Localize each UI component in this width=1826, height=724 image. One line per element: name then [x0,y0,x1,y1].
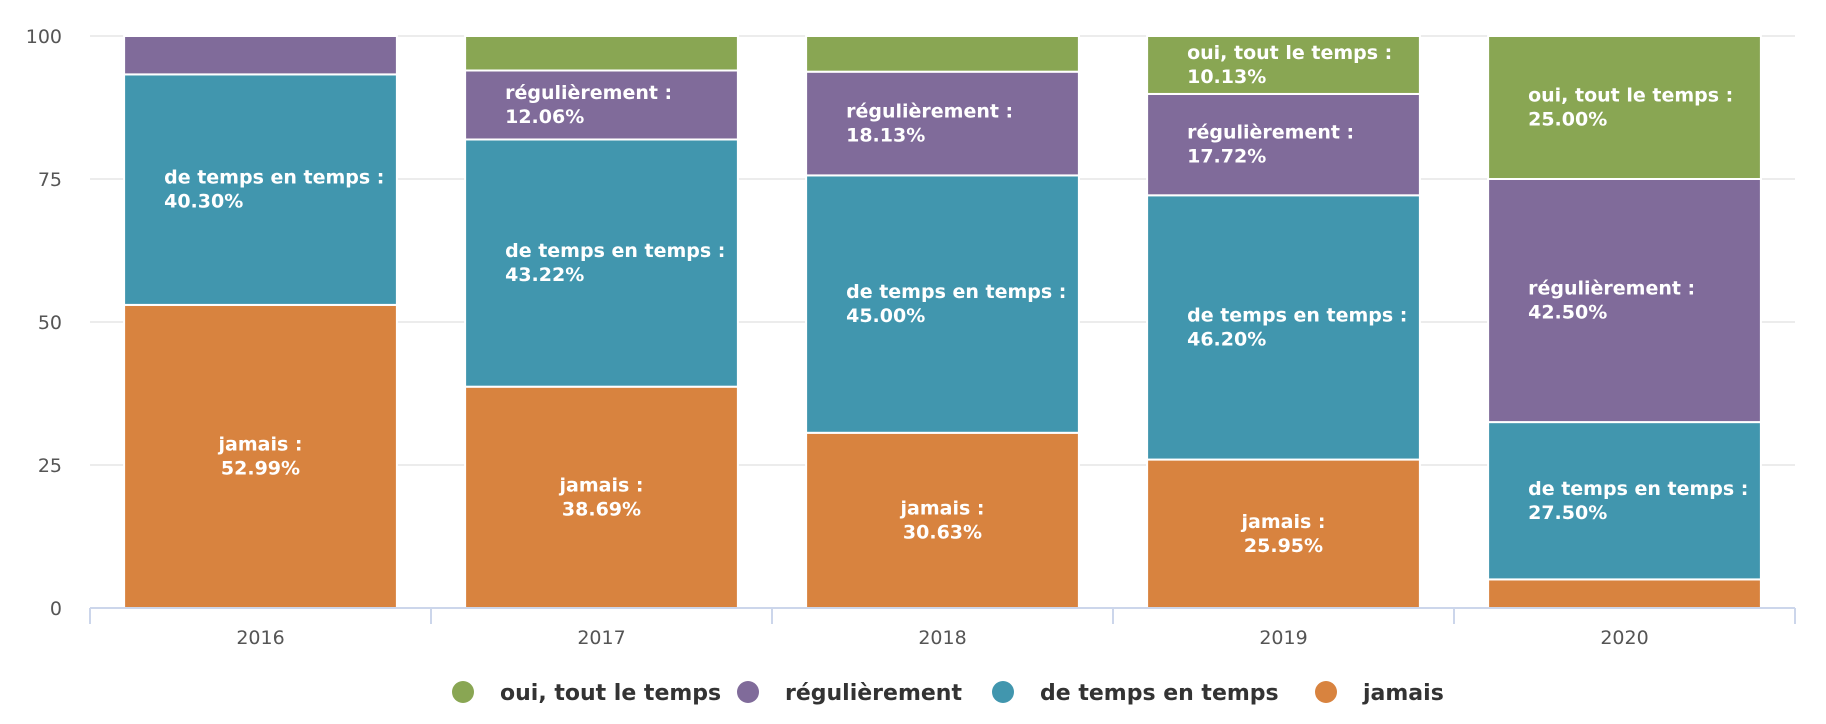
bar-segment[interactable] [1487,578,1762,610]
bar-segment[interactable] [464,69,739,141]
y-tick-label: 25 [38,455,62,477]
x-tick-label: 2018 [918,627,966,649]
y-tick-label: 0 [50,598,62,620]
bar-segment[interactable] [464,385,739,609]
bar-segment[interactable] [1146,194,1421,461]
legend-label: oui, tout le temps [500,681,721,706]
bar-segment[interactable] [805,35,1080,73]
data-labels-layer: jamais :52.99% de temps en temps :40.30% j… [164,42,1748,557]
x-tick-label: 2019 [1259,627,1307,649]
y-tick-label: 100 [26,26,62,48]
legend-item[interactable]: jamais [1315,681,1444,706]
axis-layer: 0 25 50 75 100 2016 2017 2018 2019 2020 [26,26,1796,649]
bar-segment[interactable] [123,303,398,609]
bar-segment[interactable] [1487,421,1762,581]
data-label: de temps en temps :27.50% [1528,478,1748,524]
data-label: jamais :30.63% [900,497,985,543]
bar-segment[interactable] [464,138,739,388]
data-label: régulièrement :12.06% [505,82,672,128]
data-label: de temps en temps :43.22% [505,240,725,286]
y-tick-label: 50 [38,312,62,334]
bar-segment[interactable] [1487,178,1762,424]
legend-marker [452,681,474,703]
legend-label: de temps en temps [1040,681,1279,706]
x-tick-label: 2016 [236,627,284,649]
legend-marker [1315,681,1337,703]
data-label: oui, tout le temps :10.13% [1187,42,1392,88]
bar-segment[interactable] [805,174,1080,434]
legend-label: jamais [1362,681,1444,706]
bar-segment[interactable] [805,70,1080,177]
data-label: régulièrement :17.72% [1187,122,1354,168]
data-label: régulièrement :42.50% [1528,278,1695,324]
data-label: de temps en temps :40.30% [164,167,384,213]
bar-segment[interactable] [805,431,1080,609]
x-tick-label: 2017 [577,627,625,649]
bar-segment[interactable] [1146,35,1421,95]
bar-segment[interactable] [1146,458,1421,610]
bars-layer [123,35,1762,610]
legend-marker [737,681,759,703]
legend-item[interactable]: régulièrement [737,681,962,706]
legend-marker [992,681,1014,703]
legend-label: régulièrement [785,681,962,706]
y-tick-label: 75 [38,169,62,191]
bar-segment[interactable] [123,73,398,306]
data-label: de temps en temps :45.00% [846,281,1066,327]
x-tick-label: 2020 [1600,627,1648,649]
legend[interactable]: oui, tout le temps régulièrement de temps … [452,681,1444,706]
data-label: oui, tout le temps :25.00% [1528,85,1733,131]
data-label: jamais :52.99% [218,433,303,479]
bar-segment[interactable] [1146,92,1421,197]
data-label: de temps en temps :46.20% [1187,304,1407,350]
bar-segment[interactable] [1487,35,1762,180]
bar-segment[interactable] [123,35,398,76]
legend-item[interactable]: de temps en temps [992,681,1279,706]
bar-segment[interactable] [464,35,739,72]
data-label: jamais :38.69% [559,474,644,520]
data-label: régulièrement :18.13% [846,101,1013,147]
data-label: jamais :25.95% [1241,511,1326,557]
legend-item[interactable]: oui, tout le temps [452,681,721,706]
